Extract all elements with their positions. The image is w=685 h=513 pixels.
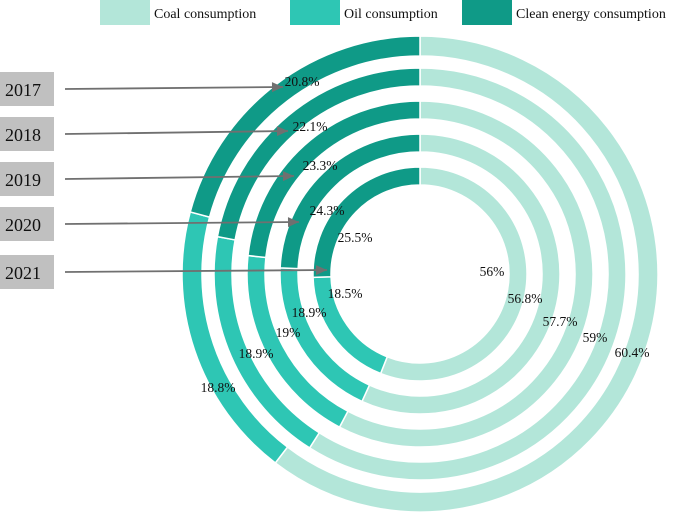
arrow-head-2021 bbox=[315, 265, 327, 276]
year-label-2018: 2018 bbox=[5, 125, 41, 145]
data-label-2021-clean-energy-consumption: 25.5% bbox=[338, 230, 373, 245]
data-label-2017-oil-consumption: 18.8% bbox=[201, 380, 236, 395]
arrow-2021 bbox=[64, 269, 328, 273]
data-labels: 60.4% 18.8% 20.8% 59% 18.9% 22.1% 57.7% 19% 23.3… bbox=[201, 74, 650, 395]
data-label-2019-clean-energy-consumption: 23.3% bbox=[303, 158, 338, 173]
year-label-2021: 2021 bbox=[5, 263, 41, 283]
year-label-2017: 2017 bbox=[5, 80, 41, 100]
ring-2021-clean-energy-consumption bbox=[312, 166, 421, 279]
year-arrows: 2017 2018 2019 2020 2021 bbox=[0, 72, 328, 289]
data-label-2021-oil-consumption: 18.5% bbox=[328, 286, 363, 301]
data-label-2019-oil-consumption: 19% bbox=[276, 325, 301, 340]
data-label-2020-coal-consumption: 56.8% bbox=[508, 291, 543, 306]
arrow-head-2017 bbox=[271, 82, 283, 93]
arrow-head-2019 bbox=[282, 171, 294, 182]
year-label-2019: 2019 bbox=[5, 170, 41, 190]
arrow-head-2020 bbox=[287, 217, 299, 228]
ring-2017-clean-energy-consumption bbox=[189, 35, 421, 219]
legend-label-clean-energy-consumption: Clean energy consumption bbox=[516, 7, 666, 22]
rings bbox=[181, 35, 659, 513]
year-box-2020 bbox=[0, 207, 54, 241]
year-box-2017 bbox=[0, 72, 54, 106]
arrow-2019 bbox=[64, 175, 295, 180]
ring-2020-clean-energy-consumption bbox=[279, 133, 421, 270]
arrow-2017 bbox=[64, 86, 284, 90]
legend-label-coal-consumption: Coal consumption bbox=[154, 7, 256, 22]
data-label-2018-coal-consumption: 59% bbox=[583, 330, 608, 345]
legend-swatch-coal-consumption bbox=[100, 0, 150, 25]
data-label-2017-clean-energy-consumption: 20.8% bbox=[285, 74, 320, 89]
data-label-2018-oil-consumption: 18.9% bbox=[239, 346, 274, 361]
ring-2021-coal-consumption bbox=[379, 166, 528, 382]
year-box-2018 bbox=[0, 117, 54, 151]
legend: Coal consumption Oil consumption Clean ene… bbox=[100, 0, 666, 25]
data-label-2018-clean-energy-consumption: 22.1% bbox=[293, 119, 328, 134]
legend-label-oil-consumption: Oil consumption bbox=[344, 7, 438, 22]
year-label-2020: 2020 bbox=[5, 215, 41, 235]
legend-swatch-oil-consumption bbox=[290, 0, 340, 25]
arrow-head-2018 bbox=[276, 126, 288, 137]
data-label-2017-coal-consumption: 60.4% bbox=[615, 345, 650, 360]
data-label-2020-oil-consumption: 18.9% bbox=[292, 305, 327, 320]
year-box-2019 bbox=[0, 162, 54, 196]
data-label-2019-coal-consumption: 57.7% bbox=[543, 314, 578, 329]
ring-2019-clean-energy-consumption bbox=[247, 100, 421, 259]
data-label-2021-coal-consumption: 56% bbox=[480, 264, 505, 279]
year-box-2021 bbox=[0, 255, 54, 289]
arrow-2020 bbox=[64, 221, 300, 225]
data-label-2020-clean-energy-consumption: 24.3% bbox=[310, 203, 345, 218]
legend-swatch-clean-energy-consumption bbox=[462, 0, 512, 25]
arrow-2018 bbox=[64, 130, 289, 135]
